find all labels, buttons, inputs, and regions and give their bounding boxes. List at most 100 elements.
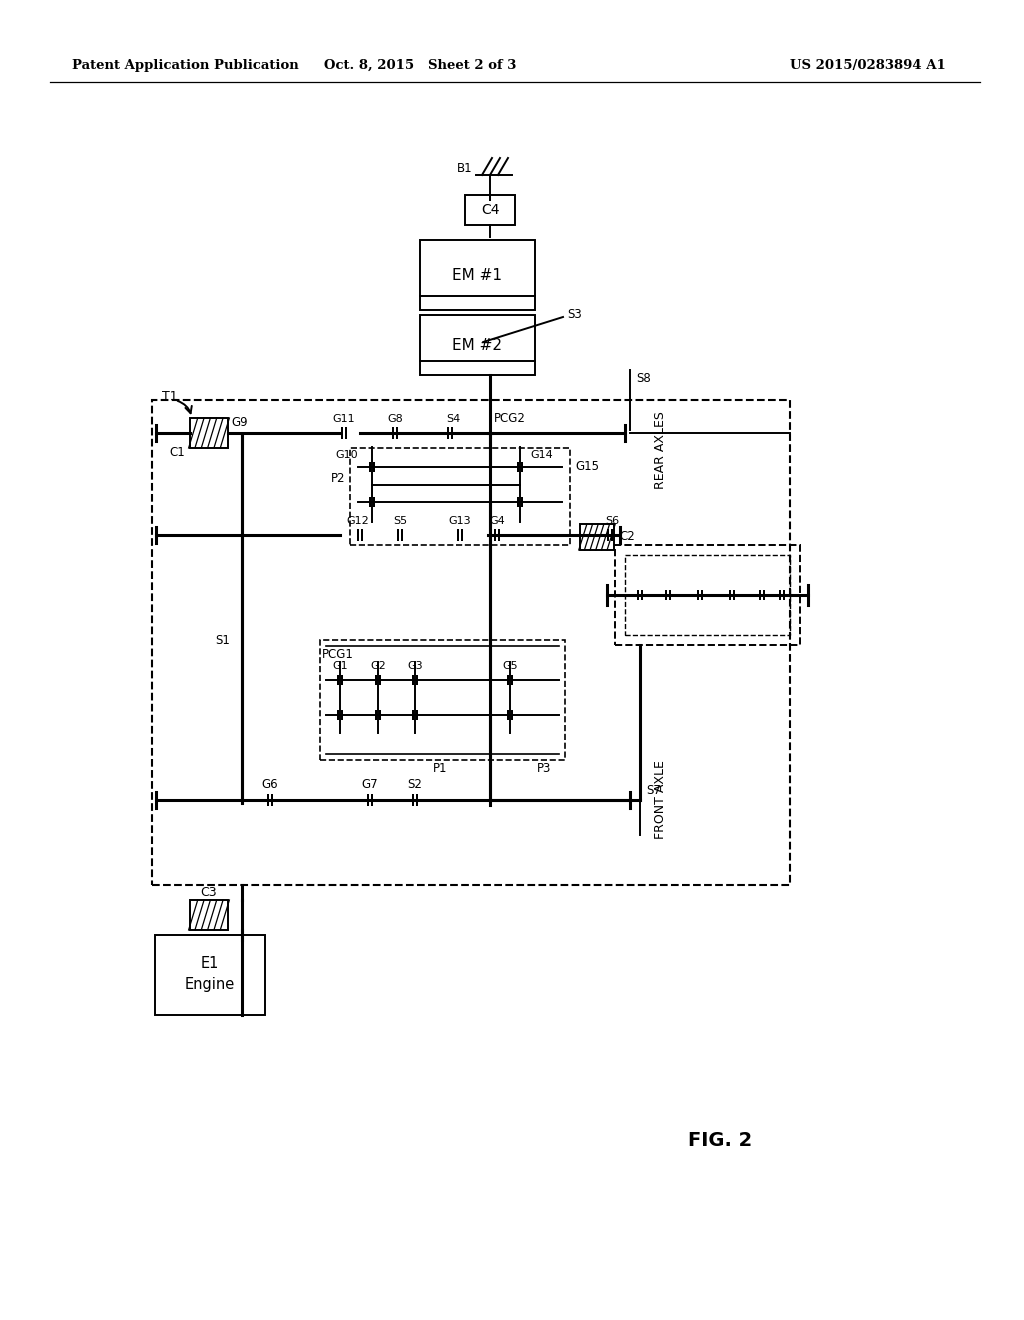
Bar xyxy=(400,529,403,541)
Bar xyxy=(763,590,765,601)
Bar xyxy=(367,795,370,807)
Text: G5: G5 xyxy=(502,661,518,671)
Bar xyxy=(341,710,343,721)
Text: S2: S2 xyxy=(408,779,423,792)
Text: PCG1: PCG1 xyxy=(322,648,354,660)
Bar xyxy=(370,462,372,473)
Bar xyxy=(376,710,377,721)
Bar xyxy=(416,675,418,685)
Bar xyxy=(267,795,269,807)
Bar xyxy=(373,462,375,473)
Text: Engine: Engine xyxy=(185,977,236,993)
Bar xyxy=(641,590,643,601)
Text: S1: S1 xyxy=(215,634,230,647)
Bar xyxy=(610,529,613,541)
Bar xyxy=(451,428,453,440)
Bar xyxy=(370,496,372,507)
Text: S7: S7 xyxy=(646,784,660,796)
Bar xyxy=(517,462,519,473)
Text: EM #1: EM #1 xyxy=(453,268,503,282)
Bar xyxy=(700,590,702,601)
Text: P3: P3 xyxy=(537,762,551,775)
Text: G13: G13 xyxy=(449,516,471,525)
Bar xyxy=(350,447,570,545)
Text: P2: P2 xyxy=(331,473,345,486)
Bar xyxy=(507,710,509,721)
Bar xyxy=(155,935,265,1015)
Text: G1: G1 xyxy=(332,661,348,671)
Text: G7: G7 xyxy=(361,779,378,792)
Text: P1: P1 xyxy=(433,762,447,775)
Bar xyxy=(465,195,515,224)
Text: C1: C1 xyxy=(169,446,185,459)
Bar xyxy=(190,900,228,931)
Bar xyxy=(357,529,359,541)
Text: C4: C4 xyxy=(480,203,500,216)
Bar xyxy=(360,529,364,541)
Bar xyxy=(782,590,784,601)
Text: S3: S3 xyxy=(567,309,582,322)
Text: G4: G4 xyxy=(489,516,505,525)
Text: PCG2: PCG2 xyxy=(494,412,526,425)
Text: S4: S4 xyxy=(445,414,460,424)
Bar xyxy=(319,640,565,760)
Bar xyxy=(412,795,414,807)
Bar xyxy=(371,795,373,807)
Bar xyxy=(373,496,375,507)
Bar xyxy=(729,590,731,601)
Bar xyxy=(413,710,415,721)
Bar xyxy=(392,428,394,440)
Text: C3: C3 xyxy=(201,886,217,899)
Text: G3: G3 xyxy=(408,661,423,671)
Bar xyxy=(511,710,513,721)
Bar xyxy=(270,795,273,807)
Bar xyxy=(337,675,339,685)
Text: Oct. 8, 2015   Sheet 2 of 3: Oct. 8, 2015 Sheet 2 of 3 xyxy=(324,58,516,71)
Bar xyxy=(507,675,509,685)
Text: EM #2: EM #2 xyxy=(453,338,503,352)
Bar xyxy=(413,675,415,685)
Bar xyxy=(520,462,522,473)
Text: B1: B1 xyxy=(457,161,472,174)
Bar xyxy=(396,428,398,440)
Bar xyxy=(580,524,614,550)
Text: US 2015/0283894 A1: US 2015/0283894 A1 xyxy=(790,58,946,71)
Text: G8: G8 xyxy=(387,414,402,424)
Text: S6: S6 xyxy=(605,516,620,525)
Bar xyxy=(511,675,513,685)
Bar xyxy=(337,710,339,721)
Bar xyxy=(416,795,418,807)
Bar xyxy=(607,529,609,541)
Text: FIG. 2: FIG. 2 xyxy=(688,1130,752,1150)
Bar xyxy=(733,590,734,601)
Text: E1: E1 xyxy=(201,956,219,970)
Bar xyxy=(420,240,535,310)
Bar xyxy=(517,496,519,507)
Bar xyxy=(341,428,343,440)
Bar xyxy=(520,496,522,507)
Bar xyxy=(461,529,463,541)
Bar xyxy=(637,590,639,601)
Bar xyxy=(420,315,535,375)
Bar xyxy=(341,675,343,685)
Bar xyxy=(416,710,418,721)
Text: C2: C2 xyxy=(618,531,635,544)
Text: REAR AXLES: REAR AXLES xyxy=(653,411,667,488)
Bar xyxy=(669,590,671,601)
Bar xyxy=(397,529,399,541)
Bar xyxy=(379,675,381,685)
Text: G12: G12 xyxy=(347,516,370,525)
Text: G11: G11 xyxy=(333,414,355,424)
Bar xyxy=(494,529,497,541)
Text: FRONT AXLE: FRONT AXLE xyxy=(653,760,667,840)
Bar xyxy=(779,590,781,601)
Text: S8: S8 xyxy=(636,371,650,384)
Bar xyxy=(615,545,800,645)
Text: G9: G9 xyxy=(231,417,248,429)
Bar xyxy=(625,554,790,635)
Text: G6: G6 xyxy=(262,779,279,792)
Text: G2: G2 xyxy=(370,661,386,671)
Bar xyxy=(345,428,347,440)
Bar xyxy=(190,418,228,447)
Bar xyxy=(446,428,450,440)
